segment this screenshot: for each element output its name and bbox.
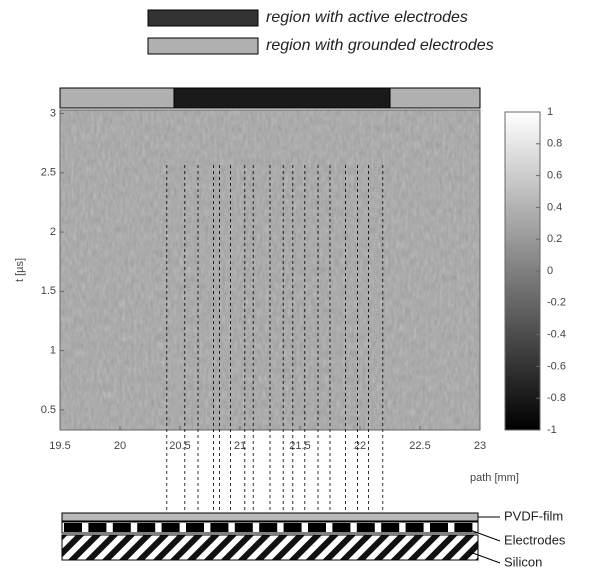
electrode [137, 523, 156, 532]
legend-label: region with grounded electrodes [266, 37, 494, 54]
legend-swatch [147, 37, 259, 55]
x-tick-label: 22 [354, 440, 366, 452]
x-tick-label: 23 [474, 440, 486, 452]
colorbar-tick-label: -0.4 [547, 329, 566, 341]
y-tick-label: 1 [50, 344, 56, 356]
layer-label: PVDF-film [504, 508, 563, 523]
colorbar [504, 111, 541, 431]
layer-leader [469, 529, 501, 542]
x-tick-label: 21.5 [289, 440, 310, 452]
electrode [64, 523, 82, 532]
colorbar-tick-label: 0.2 [547, 233, 562, 245]
electrode [88, 523, 107, 532]
colorbar-tick-label: 0.4 [547, 201, 562, 213]
y-axis-label: t [µs] [14, 258, 26, 282]
colorbar-tick-label: -0.8 [547, 392, 566, 404]
y-tick-label: 2 [50, 226, 56, 238]
x-tick-label: 20 [114, 440, 126, 452]
colorbar-tick-label: 0.8 [547, 138, 562, 150]
electrode [430, 523, 448, 532]
layer-leader [469, 551, 501, 564]
electrode [186, 523, 204, 532]
colorbar-tick-label: 0.6 [547, 170, 562, 182]
x-tick-label: 20.5 [169, 440, 190, 452]
colorbar-tick-label: -1 [547, 424, 557, 436]
electrode [454, 523, 473, 532]
pvdf-film [61, 512, 479, 522]
electrode [259, 523, 278, 532]
x-tick-label: 22.5 [409, 440, 430, 452]
electrode [332, 523, 351, 532]
electrode [405, 523, 424, 532]
layer-label: Electrodes [504, 532, 566, 547]
electrode [381, 523, 400, 532]
electrode [283, 523, 302, 532]
colorbar-tick-label: -0.6 [547, 360, 566, 372]
layer-label: Silicon [504, 554, 542, 569]
legend-label: region with active electrodes [266, 9, 468, 26]
silicon [61, 534, 479, 561]
electrode [161, 523, 180, 532]
legend-swatch [147, 9, 259, 27]
electrode [112, 523, 131, 532]
electrode [308, 523, 326, 532]
x-tick-label: 19.5 [49, 440, 70, 452]
electrode [234, 523, 253, 532]
x-axis-label: path [mm] [470, 472, 519, 484]
colorbar-tick-label: -0.2 [547, 297, 566, 309]
x-tick-label: 21 [234, 440, 246, 452]
y-tick-label: 2.5 [41, 167, 56, 179]
electrode [356, 523, 375, 532]
colorbar-tick-label: 1 [547, 106, 553, 118]
colorbar-tick-label: 0 [547, 265, 553, 277]
y-tick-label: 1.5 [41, 285, 56, 297]
active-region [173, 87, 391, 109]
electrode [210, 523, 229, 532]
y-tick-label: 0.5 [41, 404, 56, 416]
y-tick-label: 3 [50, 107, 56, 119]
